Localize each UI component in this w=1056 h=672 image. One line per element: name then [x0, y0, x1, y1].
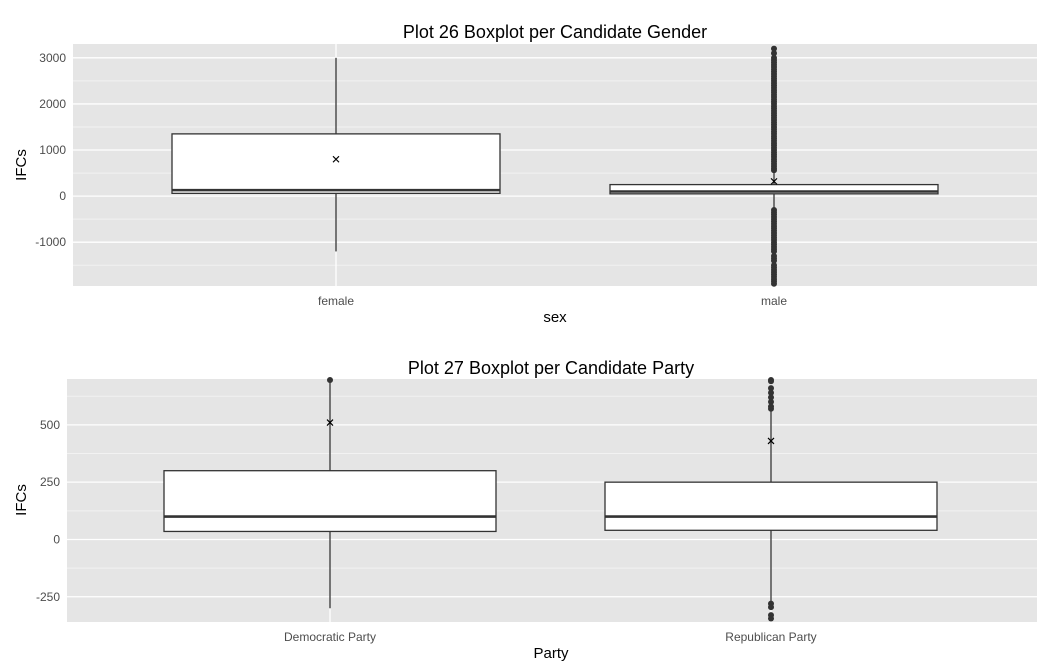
outlier-point: [768, 604, 774, 611]
y-tick-labels: 500 250 0 -250: [36, 418, 60, 604]
x-tick-label: Republican Party: [725, 630, 816, 644]
y-tick-label: 250: [40, 475, 60, 489]
y-tick-label: -250: [36, 590, 60, 604]
box: [604, 481, 938, 531]
y-tick-label: 0: [59, 189, 66, 203]
chart-title: Plot 27 Boxplot per Candidate Party: [408, 358, 694, 378]
outlier-point: [768, 615, 774, 622]
outlier-point: [768, 385, 774, 392]
box: [171, 133, 501, 194]
y-tick-label: -1000: [35, 235, 66, 249]
x-tick-labels: female male: [318, 294, 787, 308]
y-axis-title: IFCs: [13, 484, 30, 516]
outlier-point: [771, 167, 777, 174]
outlier-point: [771, 280, 777, 287]
y-tick-label: 500: [40, 418, 60, 432]
y-tick-label: 1000: [39, 143, 66, 157]
outlier-point: [771, 50, 777, 57]
boxes: [171, 45, 939, 287]
outlier-point: [768, 405, 774, 412]
outlier-point: [771, 248, 777, 255]
mean-marker: [767, 437, 775, 445]
outlier-point: [768, 398, 774, 405]
x-tick-label: male: [761, 294, 787, 308]
mean-marker: [326, 419, 334, 426]
x-axis-title: sex: [543, 309, 567, 326]
box: [609, 183, 939, 195]
outlier-point: [771, 257, 777, 264]
y-tick-label: 0: [53, 532, 60, 546]
y-axis-title: IFCs: [13, 149, 30, 181]
x-tick-label: Democratic Party: [284, 630, 376, 644]
mean-marker: [332, 155, 340, 163]
x-tick-label: female: [318, 294, 354, 308]
y-tick-labels: 3000 2000 1000 0 -1000: [35, 51, 66, 249]
party-boxplot-panel: Plot 27 Boxplot per Candidate Party 500 2…: [13, 358, 1037, 662]
gender-boxplot-panel: Plot 26 Boxplot per Candidate Gender 300…: [13, 22, 1037, 326]
mean-marker: [770, 177, 778, 185]
outlier-point: [771, 45, 777, 52]
y-tick-label: 3000: [39, 51, 66, 65]
boxes: [163, 377, 938, 622]
x-axis-title: Party: [533, 645, 569, 662]
x-tick-labels: Democratic Party Republican Party: [284, 630, 817, 644]
outlier-point: [768, 394, 774, 401]
chart-title: Plot 26 Boxplot per Candidate Gender: [403, 22, 707, 42]
outlier-point: [768, 389, 774, 396]
outlier-point: [327, 377, 333, 383]
y-tick-label: 2000: [39, 97, 66, 111]
box: [163, 470, 497, 533]
outlier-point: [768, 378, 774, 385]
